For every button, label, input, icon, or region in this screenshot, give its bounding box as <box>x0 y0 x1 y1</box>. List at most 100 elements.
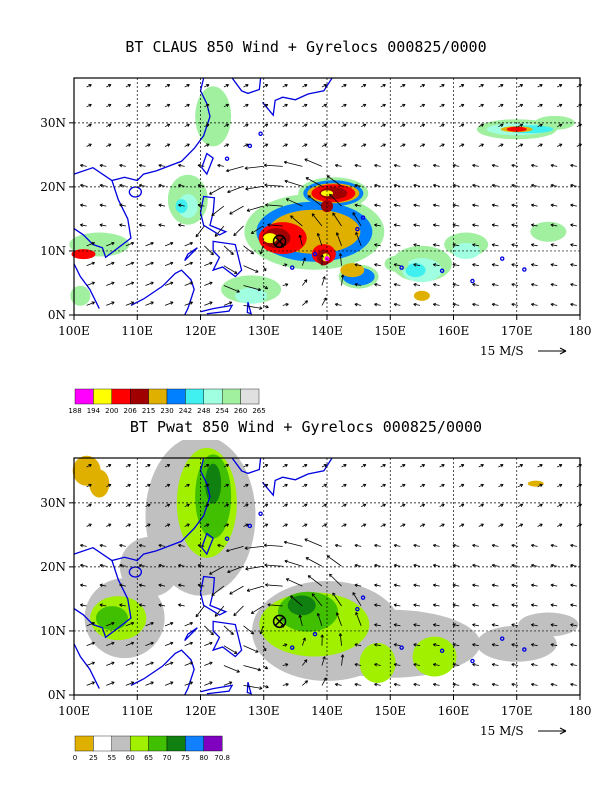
wind-arrow <box>86 103 92 108</box>
wind-arrow <box>184 241 193 247</box>
wind-arrow <box>197 563 205 568</box>
wind-arrow <box>452 223 460 227</box>
wind-arrow <box>106 621 115 627</box>
wind-arrow <box>511 662 519 667</box>
wind-arrow <box>302 143 308 147</box>
wind-arrow <box>498 464 504 468</box>
wind-arrow <box>321 276 326 286</box>
cloud-area <box>413 290 430 301</box>
wind-arrow <box>360 103 367 108</box>
legend-swatch <box>185 388 204 405</box>
wind-arrow <box>570 563 577 568</box>
wind-arrow <box>145 143 151 147</box>
wind-arrow <box>99 203 107 208</box>
wind-arrow <box>204 281 213 286</box>
wind-arrow <box>511 643 519 647</box>
x-tick-label: 120E <box>185 324 217 338</box>
wind-scale-arrow <box>538 727 567 735</box>
wind-arrow <box>282 103 288 108</box>
wind-arrow <box>283 160 303 167</box>
wind-arrow <box>517 84 524 88</box>
wind-arrow <box>478 483 484 488</box>
legend-swatch <box>129 735 149 752</box>
wind-arrow <box>360 483 367 488</box>
wind-arrow <box>530 603 538 607</box>
wind-arrow <box>106 123 112 128</box>
wind-arrow <box>204 261 213 267</box>
wind-arrow <box>472 163 479 168</box>
wind-arrow <box>491 302 499 307</box>
wind-arrow <box>530 583 538 588</box>
wind-arrow <box>498 84 504 88</box>
wind-arrow <box>419 503 426 508</box>
y-tick-label: 10N <box>40 624 66 638</box>
wind-arrow <box>302 123 308 128</box>
wind-arrow <box>204 245 214 256</box>
wind-arrow <box>145 123 151 128</box>
wind-arrow <box>262 665 269 670</box>
wind-arrow <box>374 682 381 687</box>
wind-arrow <box>321 503 328 508</box>
wind-arrow <box>316 232 323 246</box>
wind-arrow <box>223 665 240 673</box>
x-tick-label: 140E <box>311 324 343 338</box>
x-tick-label: 170E <box>501 324 533 338</box>
wind-arrow <box>413 682 421 687</box>
wind-arrow <box>570 662 577 667</box>
wind-arrow <box>262 123 269 128</box>
wind-arrow <box>138 563 146 568</box>
wind-arrow <box>164 681 174 686</box>
wind-arrow <box>340 654 345 666</box>
wind-arrow <box>472 643 479 647</box>
wind-arrow <box>99 603 107 607</box>
wind-arrow <box>478 103 484 108</box>
wind-arrow <box>145 84 151 88</box>
wind-arrow <box>511 603 519 607</box>
wind-arrow <box>557 503 563 508</box>
wind-arrow <box>511 163 519 168</box>
legend-swatch <box>93 388 113 405</box>
wind-arrow <box>511 583 519 588</box>
wind-arrow <box>550 583 558 588</box>
wind-arrow <box>244 165 264 170</box>
legend-swatch <box>74 735 94 752</box>
lat-lon-grid <box>74 458 580 695</box>
wind-arrow <box>282 464 288 468</box>
wind-arrow <box>227 185 244 194</box>
wind-arrow <box>374 183 381 188</box>
wind-arrow <box>223 84 230 88</box>
wind-arrow <box>393 223 401 227</box>
wind-arrow <box>393 543 401 548</box>
wind-arrow <box>341 464 347 468</box>
wind-arrow <box>204 84 210 88</box>
wind-arrow <box>517 483 524 488</box>
wind-arrow <box>204 103 210 108</box>
wind-arrow <box>164 301 174 306</box>
wind-arrow <box>164 464 171 468</box>
wind-arrow <box>204 483 210 488</box>
wind-arrow <box>145 241 154 247</box>
wind-arrow <box>79 163 87 168</box>
cloud-area <box>235 287 268 304</box>
wind-arrow <box>267 603 283 607</box>
wind-arrow <box>259 625 264 635</box>
wind-arrow <box>290 215 303 227</box>
wind-arrow <box>125 103 131 108</box>
wind-arrow <box>262 523 269 527</box>
wind-arrow <box>338 633 343 646</box>
wind-arrow <box>459 503 465 508</box>
wind-arrow <box>164 261 174 267</box>
wind-arrow <box>264 203 283 207</box>
wind-arrow <box>413 583 421 588</box>
wind-arrow <box>491 282 499 287</box>
wind-arrow <box>332 592 342 607</box>
wind-arrow <box>223 503 230 508</box>
wind-arrow <box>459 464 465 468</box>
wind-arrow <box>413 543 421 548</box>
wind-arrow <box>125 84 131 88</box>
wind-arrow <box>374 302 381 307</box>
wind-arrow <box>284 559 303 567</box>
wind-arrow <box>472 263 479 267</box>
wind-arrow <box>550 263 558 267</box>
wind-arrow <box>380 483 386 488</box>
